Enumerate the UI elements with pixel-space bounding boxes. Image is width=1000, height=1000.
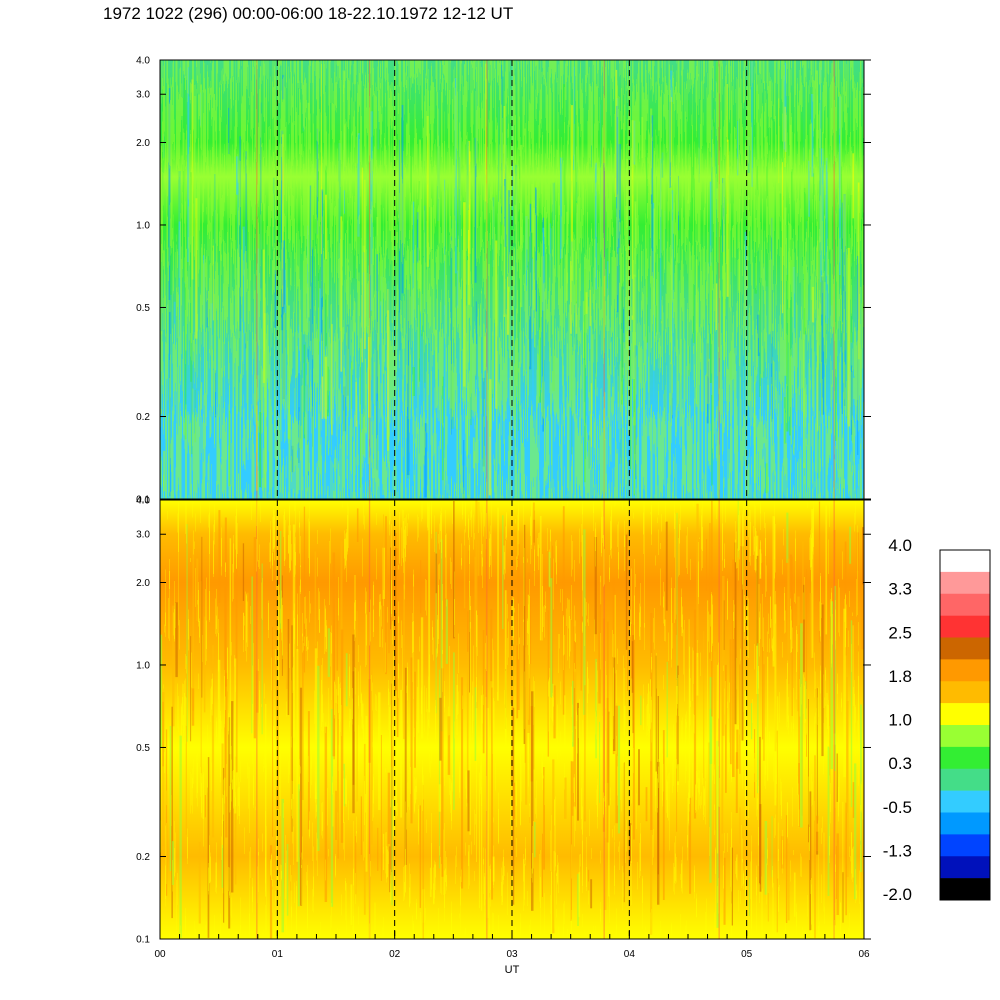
colorbar-swatch [940,878,990,901]
colorbar-label: 2.5 [888,623,912,642]
lower-spectrogram-panel: 0.1 0.2 0.5 1.0 2.0 3.0 4.0 [136,496,871,946]
colorbar-swatch [940,681,990,704]
colorbar-swatch [940,768,990,791]
lower-y-axis: 0.1 0.2 0.5 1.0 2.0 3.0 4.0 [136,496,871,946]
upper-ytick-label: 0.2 [136,412,150,423]
colorbar-swatch [940,615,990,638]
xtick-label: 06 [858,949,870,960]
upper-frame [159,59,865,500]
lower-hour-markers [276,500,748,939]
colorbar-swatch [940,746,990,770]
xtick-label: 03 [506,949,518,960]
upper-hour-markers [276,60,748,499]
colorbar-swatch [940,593,990,616]
upper-ytick-label: 2.0 [136,138,150,149]
colorbar-label: 3.3 [888,580,912,599]
upper-y-axis: 0.1 0.2 0.5 1.0 2.0 3.0 4.0 [136,56,871,506]
xtick-label: 04 [624,949,636,960]
colorbar-label: -2.0 [883,885,912,904]
xtick-label: 01 [272,949,284,960]
upper-ytick-label: 4.0 [136,56,150,67]
upper-spectrogram-panel: 0.1 0.2 0.5 1.0 2.0 3.0 4.0 [136,56,871,506]
colorbar-swatch [940,637,990,660]
chart-title: 1972 1022 (296) 00:00-06:00 18-22.10.197… [103,4,514,23]
upper-ytick-label: 0.5 [136,303,150,314]
x-axis-label: UT [505,964,520,976]
colorbar-label: -0.5 [883,798,912,817]
colorbar-frame [939,549,991,901]
colorbar-swatch [940,790,990,813]
colorbar-label: 0.3 [888,754,912,773]
xtick-label: 05 [741,949,753,960]
lower-ytick-label: 4.0 [136,496,150,507]
colorbar-label: 1.0 [888,711,912,730]
colorbar-label: 1.8 [888,667,912,686]
colorbar-swatch [940,834,990,857]
lower-ytick-label: 1.0 [136,661,150,672]
colorbar-swatch [940,703,990,726]
upper-ytick-label: 3.0 [136,90,150,101]
colorbar-swatch [940,659,990,682]
upper-ytick-label: 1.0 [136,221,150,232]
xtick-label: 02 [389,949,401,960]
lower-ytick-label: 0.5 [136,743,150,754]
x-axis: 00 01 02 03 04 05 06 [154,931,870,960]
lower-ytick-label: 3.0 [136,530,150,541]
colorbar-swatch [940,571,990,595]
colorbar-label: 4.0 [888,536,912,555]
xtick-label: 00 [154,949,166,960]
colorbar: 4.0 3.3 2.5 1.8 1.0 0.3 -0.5 -1.3 -2.0 [883,536,991,904]
lower-ytick-label: 0.2 [136,852,150,863]
colorbar-swatch [940,856,990,879]
upper-ytick-label: 0.1 [136,495,150,506]
colorbar-label: -1.3 [883,841,912,860]
colorbar-swatch [940,725,990,748]
lower-ytick-label: 0.1 [136,935,150,946]
colorbar-swatch [940,812,990,835]
lower-ytick-label: 2.0 [136,578,150,589]
colorbar-swatch [940,550,990,573]
